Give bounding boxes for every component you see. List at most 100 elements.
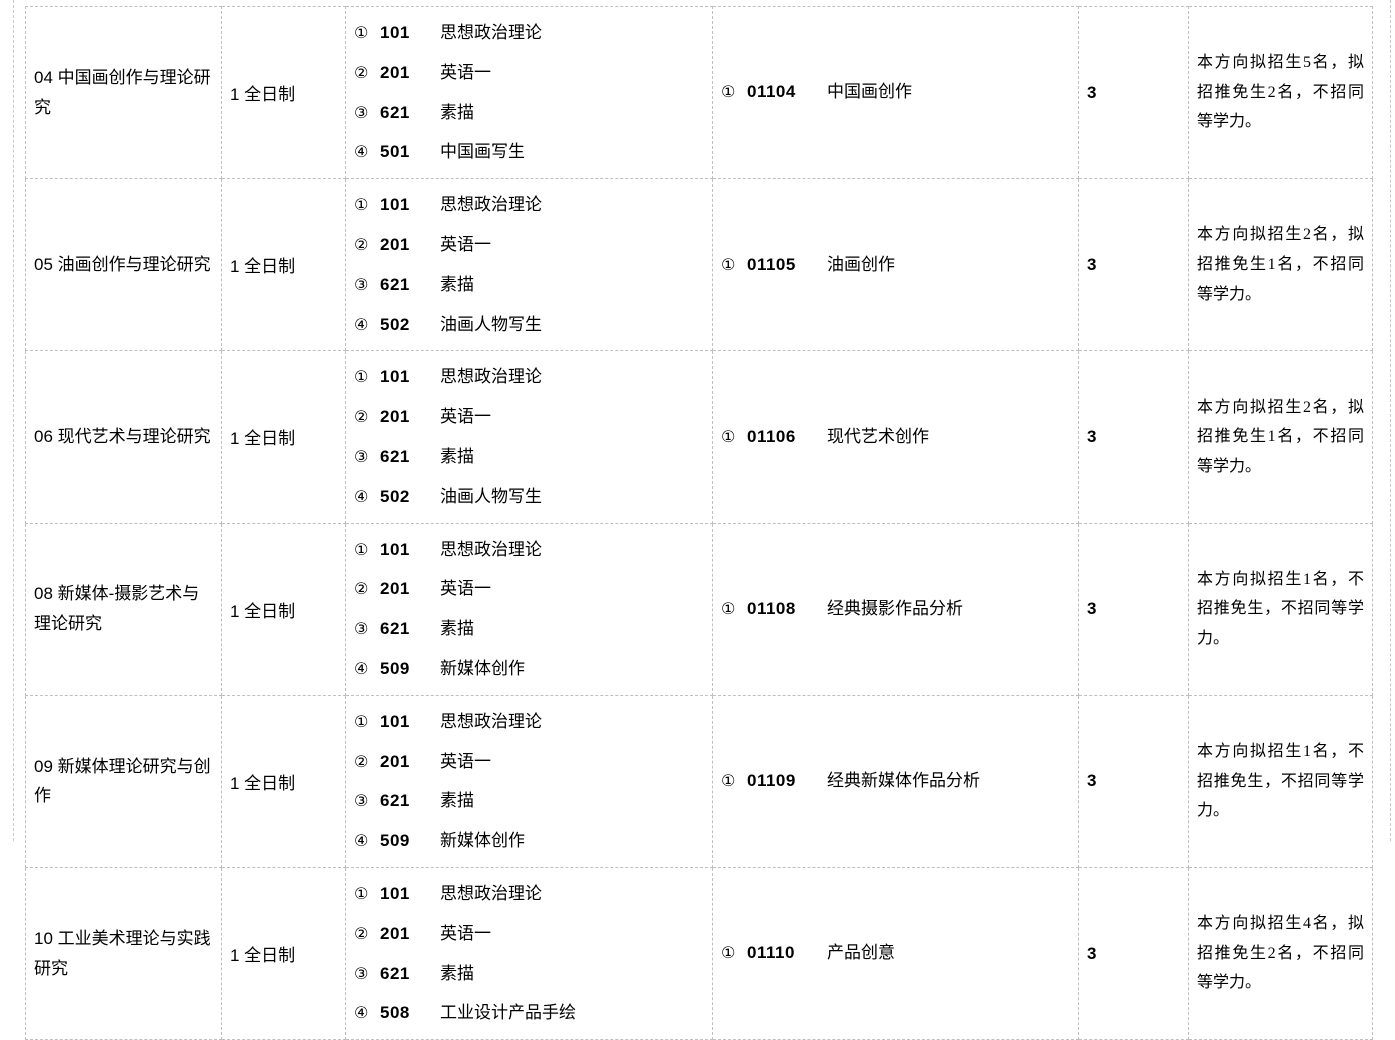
exam-subject-name: 素描: [440, 619, 474, 639]
exam-subject-name: 英语一: [440, 234, 491, 254]
retest-subject-item: ① 01106 现代艺术创作: [721, 421, 1070, 453]
exam-subject-item: ② 201 英语一: [354, 914, 704, 954]
exam-subject-name: 英语一: [440, 751, 491, 771]
exam-subject-name: 思想政治理论: [440, 23, 542, 42]
retest-subject-item: ① 01109 经典新媒体作品分析: [721, 765, 1070, 797]
exam-subject-code: 101: [380, 367, 410, 387]
exam-subject-code: 621: [380, 102, 410, 122]
cell-initial-exam-subjects: ① 101 思想政治理论 ② 201 英语一 ③ 621 素描 ④ 508 工业设计产品手绘: [345, 866, 713, 1040]
table-row: 05 油画创作与理论研究 1 全日制 ① 101 思想政治理论 ② 201 英语一 ③ 621 素描…: [25, 178, 1373, 352]
exam-subject-list: ① 101 思想政治理论 ② 201 英语一 ③ 621 素描 ④ 509 新媒体创作: [354, 530, 704, 689]
retest-subject-name: 经典新媒体作品分析: [827, 771, 980, 791]
exam-subject-item: ③ 621 素描: [354, 781, 704, 821]
exam-subject-code: 621: [380, 791, 410, 811]
exam-subject-code: 621: [380, 446, 410, 466]
list-marker-icon: ①: [354, 25, 369, 42]
cell-initial-exam-subjects: ① 101 思想政治理论 ② 201 英语一 ③ 621 素描 ④ 509 新媒体创作: [345, 522, 713, 696]
exam-subject-item: ① 101 思想政治理论: [354, 185, 704, 225]
exam-subject-name: 英语一: [440, 923, 491, 943]
list-marker-icon: ①: [721, 773, 736, 791]
exam-subject-code: 621: [380, 963, 410, 983]
retest-subject-code: 01108: [747, 598, 796, 618]
cell-study-mode: 1 全日制: [221, 350, 346, 524]
retest-subject-name: 油画创作: [827, 254, 895, 274]
exam-subject-item: ④ 509 新媒体创作: [354, 649, 704, 689]
retest-subject-name: 经典摄影作品分析: [827, 598, 963, 618]
exam-subject-item: ③ 621 素描: [354, 609, 704, 649]
cell-research-direction: 04 中国画创作与理论研究: [25, 5, 222, 180]
exam-subject-name: 思想政治理论: [440, 883, 542, 903]
exam-subject-name: 油画人物写生: [440, 486, 542, 506]
list-marker-icon: ④: [354, 833, 369, 851]
list-marker-icon: ①: [721, 428, 736, 446]
cell-research-direction: 09 新媒体理论研究与创作: [25, 694, 222, 868]
cell-initial-exam-subjects: ① 101 思想政治理论 ② 201 英语一 ③ 621 素描 ④ 509 新媒体创作: [345, 694, 713, 868]
exam-subject-code: 201: [380, 579, 410, 599]
cell-retest-subjects: ① 01109 经典新媒体作品分析: [712, 694, 1079, 868]
retest-subject-item: ① 01104 中国画创作: [721, 76, 1070, 108]
cell-study-mode: 1 全日制: [221, 5, 346, 180]
exam-subject-name: 思想政治理论: [440, 195, 542, 215]
admissions-table-body: 04 中国画创作与理论研究 1 全日制 ① 101 思想政治理论 ② 201 英语一 ③ 621 素…: [25, 5, 1373, 1040]
page-margin-guide-left: [13, 0, 14, 841]
exam-subject-name: 英语一: [440, 407, 491, 427]
list-marker-icon: ①: [354, 369, 369, 387]
list-marker-icon: ④: [354, 1005, 369, 1023]
retest-subject-list: ① 01109 经典新媒体作品分析: [721, 765, 1070, 797]
exam-subject-list: ① 101 思想政治理论 ② 201 英语一 ③ 621 素描 ④ 509 新媒体创作: [354, 702, 704, 861]
cell-retest-subjects: ① 01108 经典摄影作品分析: [712, 522, 1079, 696]
cell-notes: 本方向拟招生1名，不招推免生，不招同等学力。: [1188, 522, 1373, 696]
exam-subject-item: ① 101 思想政治理论: [354, 874, 704, 914]
retest-subject-name: 中国画创作: [827, 82, 912, 102]
exam-subject-item: ① 101 思想政治理论: [354, 357, 704, 397]
exam-subject-name: 英语一: [440, 62, 491, 82]
exam-subject-list: ① 101 思想政治理论 ② 201 英语一 ③ 621 素描 ④ 502 油画人物写生: [354, 357, 704, 516]
cell-retest-subjects: ① 01104 中国画创作: [712, 5, 1079, 180]
exam-subject-item: ② 201 英语一: [354, 569, 704, 609]
exam-subject-code: 621: [380, 274, 410, 294]
exam-subject-name: 思想政治理论: [440, 539, 542, 559]
cell-research-direction: 05 油画创作与理论研究: [25, 178, 222, 352]
exam-subject-code: 101: [380, 539, 410, 559]
exam-subject-item: ③ 621 素描: [354, 93, 704, 133]
exam-subject-item: ② 201 英语一: [354, 742, 704, 782]
exam-subject-item: ④ 508 工业设计产品手绘: [354, 993, 704, 1033]
cell-study-mode: 1 全日制: [221, 694, 346, 868]
list-marker-icon: ②: [354, 925, 369, 943]
exam-subject-name: 油画人物写生: [440, 314, 542, 334]
cell-retest-subjects: ① 01110 产品创意: [712, 866, 1079, 1040]
list-marker-icon: ①: [354, 541, 369, 559]
cell-program-years: 3: [1078, 694, 1189, 868]
list-marker-icon: ④: [354, 488, 369, 506]
exam-subject-code: 501: [380, 142, 410, 162]
list-marker-icon: ①: [354, 713, 369, 731]
list-marker-icon: ②: [354, 581, 369, 599]
exam-subject-item: ① 101 思想政治理论: [354, 13, 704, 53]
retest-subject-name: 产品创意: [827, 943, 895, 963]
cell-retest-subjects: ① 01106 现代艺术创作: [712, 350, 1079, 524]
exam-subject-name: 素描: [440, 274, 474, 294]
exam-subject-code: 101: [380, 883, 410, 903]
list-marker-icon: ①: [721, 600, 736, 618]
exam-subject-code: 621: [380, 619, 410, 639]
exam-subject-code: 509: [380, 658, 410, 678]
exam-subject-name: 思想政治理论: [440, 711, 542, 731]
cell-program-years: 3: [1078, 178, 1189, 352]
admissions-table-container: 04 中国画创作与理论研究 1 全日制 ① 101 思想政治理论 ② 201 英语一 ③ 621 素…: [25, 5, 1373, 1040]
retest-subject-item: ① 01110 产品创意: [721, 937, 1070, 969]
exam-subject-name: 思想政治理论: [440, 367, 542, 387]
cell-program-years: 3: [1078, 866, 1189, 1040]
cell-study-mode: 1 全日制: [221, 178, 346, 352]
retest-subject-code: 01110: [747, 943, 795, 963]
retest-subject-item: ① 01108 经典摄影作品分析: [721, 593, 1070, 625]
exam-subject-code: 201: [380, 923, 410, 943]
list-marker-icon: ②: [354, 409, 369, 427]
retest-subject-list: ① 01110 产品创意: [721, 937, 1070, 969]
list-marker-icon: ④: [354, 144, 369, 162]
exam-subject-code: 201: [380, 62, 410, 82]
exam-subject-code: 201: [380, 407, 410, 427]
exam-subject-name: 素描: [440, 791, 474, 811]
exam-subject-name: 素描: [440, 446, 474, 466]
exam-subject-item: ③ 621 素描: [354, 265, 704, 305]
exam-subject-name: 素描: [440, 963, 474, 983]
